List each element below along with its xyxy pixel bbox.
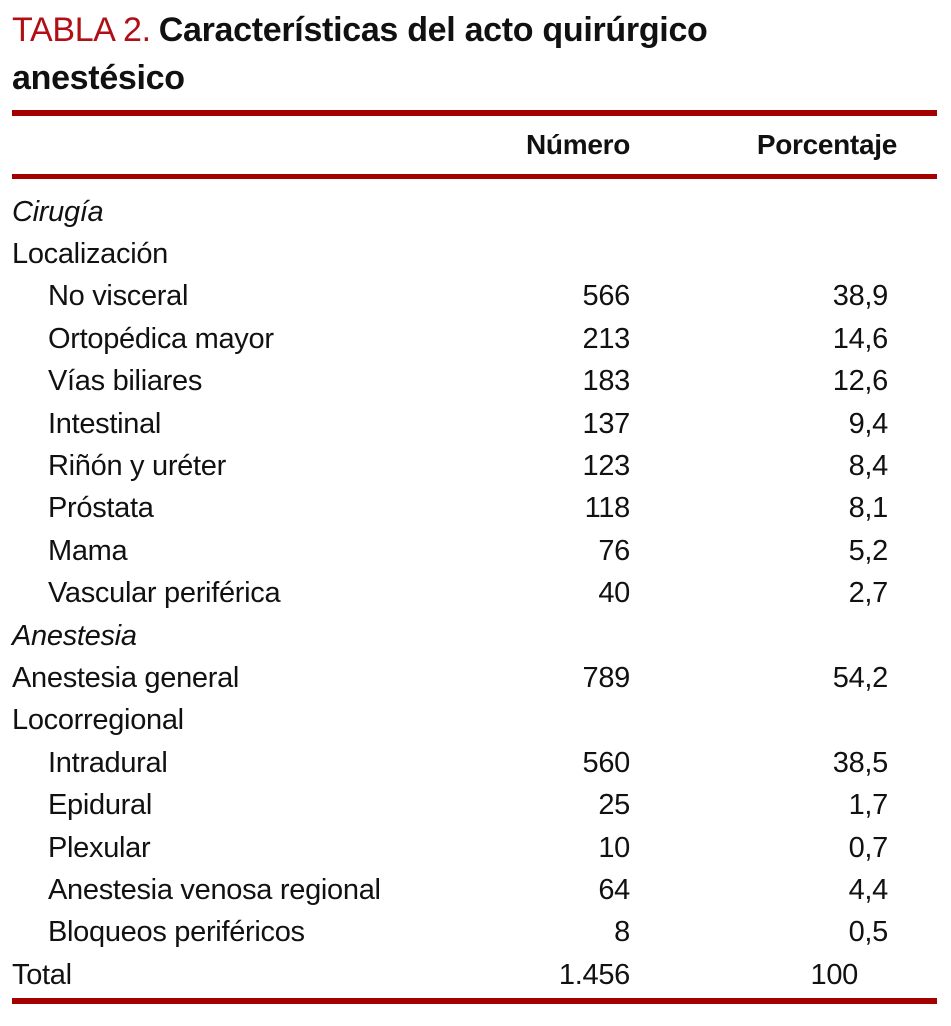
- table-row: Anestesia: [12, 615, 937, 657]
- row-numero-value: 118: [584, 492, 631, 525]
- row-numero-value: 213: [582, 322, 631, 355]
- table-body: Cirugía Localización No visceral 566 38,…: [12, 179, 937, 998]
- row-label: Vascular periférica: [48, 577, 281, 610]
- rule-bottom: [12, 998, 937, 1005]
- row-numero-value: 1.456: [558, 958, 630, 991]
- table-row: Locorregional: [12, 700, 937, 742]
- row-porcentaje-value: 4,4: [848, 873, 889, 906]
- row-porcentaje-value: 0,7: [848, 831, 889, 864]
- table-row: Localización: [12, 233, 937, 275]
- row-numero-value: 10: [598, 831, 630, 864]
- row-numero-value: 76: [598, 534, 630, 567]
- table-row: Intradural 560 38,5: [12, 742, 937, 784]
- table-row: Epidural 25 1,7: [12, 784, 937, 826]
- row-numero-value: 123: [582, 450, 631, 483]
- row-label: Intestinal: [48, 407, 162, 440]
- row-numero-value: 8: [614, 916, 630, 949]
- row-numero-value: 183: [582, 365, 631, 398]
- row-label: Mama: [48, 534, 128, 567]
- table-row: Mama 76 5,2: [12, 530, 937, 572]
- row-label: Próstata: [48, 492, 154, 525]
- row-label: Riñón y uréter: [48, 450, 226, 483]
- table-figure: TABLA 2. Características del acto quirúrg…: [0, 6, 951, 1026]
- rule-header-bottom: [12, 174, 937, 179]
- row-numero-value: 789: [582, 661, 631, 694]
- row-numero-value: 64: [598, 873, 630, 906]
- table-title: TABLA 2. Características del acto quirúrg…: [12, 6, 872, 102]
- table-row: Bloqueos periféricos 8 0,5: [12, 912, 937, 954]
- table-row: Cirugía: [12, 191, 937, 233]
- row-porcentaje-value: 0,5: [848, 916, 889, 949]
- row-label: Bloqueos periféricos: [48, 916, 305, 949]
- table-row: Intestinal 137 9,4: [12, 403, 937, 445]
- column-header-numero: Número: [526, 129, 630, 160]
- row-numero-value: 566: [582, 280, 631, 313]
- table-row: Total 1.456 100: [12, 954, 937, 996]
- row-numero-value: 560: [582, 746, 631, 779]
- row-porcentaje-value: 8,1: [848, 492, 889, 525]
- row-porcentaje-value: 54,2: [832, 661, 889, 694]
- row-porcentaje-value: 100: [810, 958, 859, 991]
- table-row: No visceral 566 38,9: [12, 276, 937, 318]
- row-porcentaje-value: 38,9: [832, 280, 889, 313]
- row-label: Anestesia: [12, 619, 137, 652]
- row-porcentaje-value: 38,5: [832, 746, 889, 779]
- row-numero-value: 25: [598, 789, 630, 822]
- row-label: Ortopédica mayor: [48, 322, 274, 355]
- row-label: Anestesia venosa regional: [48, 873, 381, 906]
- row-label: Vías biliares: [48, 365, 203, 398]
- row-label: Epidural: [48, 789, 152, 822]
- row-porcentaje-value: 9,4: [848, 407, 889, 440]
- row-porcentaje-value: 8,4: [848, 450, 889, 483]
- table-caption: Características del acto quirúrgico anes…: [12, 11, 708, 97]
- table-row: Riñón y uréter 123 8,4: [12, 445, 937, 487]
- row-label: Localización: [12, 238, 168, 271]
- row-numero-value: 40: [598, 577, 630, 610]
- row-label: Locorregional: [12, 704, 184, 737]
- table-row: Próstata 118 8,1: [12, 488, 937, 530]
- row-porcentaje-value: 14,6: [832, 322, 889, 355]
- table-row: Vías biliares 183 12,6: [12, 361, 937, 403]
- column-header-porcentaje: Porcentaje: [756, 129, 897, 160]
- row-label: Intradural: [48, 746, 168, 779]
- row-porcentaje-value: 1,7: [848, 789, 889, 822]
- row-label: Plexular: [48, 831, 151, 864]
- table-number-label: TABLA 2.: [12, 11, 151, 49]
- row-label: Total: [12, 958, 72, 991]
- table-row: Anestesia venosa regional 64 4,4: [12, 869, 937, 911]
- row-porcentaje-value: 12,6: [832, 365, 889, 398]
- row-label: Cirugía: [12, 195, 104, 228]
- row-label: Anestesia general: [12, 661, 240, 694]
- row-porcentaje-value: 5,2: [848, 534, 889, 567]
- table-row: Plexular 10 0,7: [12, 827, 937, 869]
- table-row: Ortopédica mayor 213 14,6: [12, 318, 937, 360]
- row-porcentaje-value: 2,7: [848, 577, 889, 610]
- table-row: Vascular periférica 40 2,7: [12, 573, 937, 615]
- rule-top: [12, 110, 937, 116]
- table-row: Anestesia general 789 54,2: [12, 657, 937, 699]
- row-numero-value: 137: [582, 407, 631, 440]
- table-header-row: Número Porcentaje: [12, 116, 937, 174]
- row-label: No visceral: [48, 280, 189, 313]
